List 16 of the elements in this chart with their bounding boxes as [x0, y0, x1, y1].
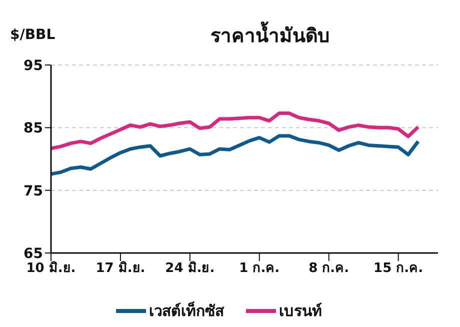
y-tick-label: 75: [24, 183, 43, 200]
x-tick-label: 15 ก.ค.: [374, 261, 424, 276]
chart-title: ราคาน้ำมันดิบ: [210, 20, 330, 49]
x-tick-label: 1 ก.ค.: [239, 261, 280, 276]
y-tick-label: 65: [24, 246, 43, 262]
x-tick-label: 10 มิ.ย.: [26, 261, 76, 276]
y-tick-label: 85: [24, 120, 43, 137]
x-tick-label: 17 มิ.ย.: [96, 261, 146, 276]
line-series: [51, 112, 420, 150]
y-axis-title: $/BBL: [10, 27, 56, 43]
x-tick-label: 8 ก.ค.: [308, 261, 350, 276]
legend-label: เวสต์เท็กซัส: [149, 300, 224, 322]
line-series: [51, 134, 420, 176]
y-tick-label: 95: [24, 58, 43, 74]
x-tick-label: 24 มิ.ย.: [165, 261, 215, 276]
legend-label: เบรนท์: [279, 301, 322, 322]
